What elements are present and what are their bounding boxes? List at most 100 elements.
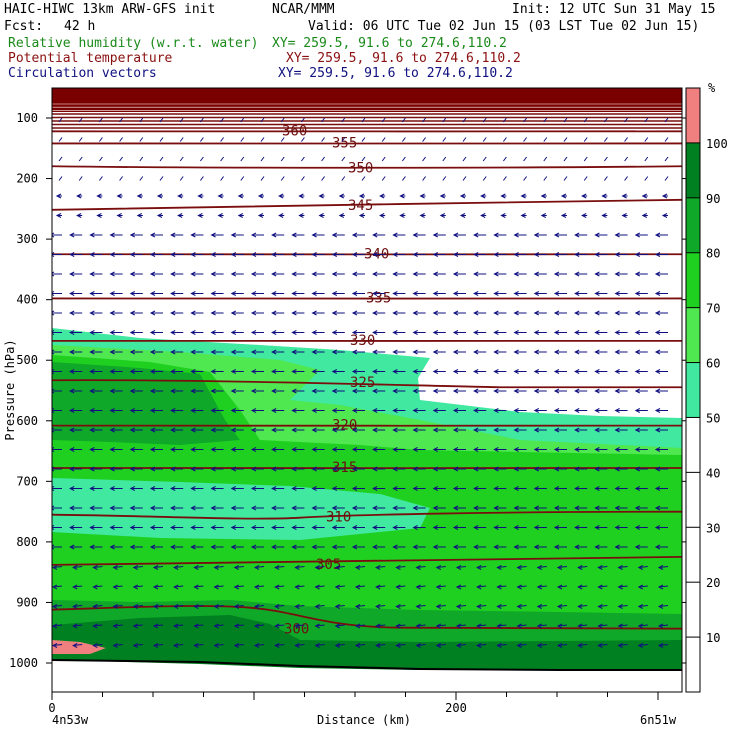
vector-head (274, 643, 280, 648)
vector-head (597, 604, 603, 609)
vector-head (581, 193, 587, 199)
vector-head (170, 369, 176, 374)
circulation-vector (401, 117, 406, 123)
circulation-vector (456, 566, 467, 568)
ground-line (52, 659, 682, 671)
vector-head (513, 291, 519, 296)
circulation-vector (416, 585, 426, 588)
vector-head (311, 427, 317, 433)
circulation-vector (199, 156, 204, 162)
circulation-vector (254, 644, 265, 646)
circulation-vector (557, 644, 568, 646)
vector-head (372, 447, 378, 452)
vector-head (594, 291, 600, 296)
theta-contour-label: 350 (348, 160, 373, 176)
circulation-vector (295, 566, 305, 568)
vector-head (52, 291, 55, 296)
circulation-vector (361, 176, 366, 181)
circulation-vector (477, 624, 487, 627)
circulation-vector (658, 644, 669, 646)
vector-head (173, 643, 179, 648)
vector-head (637, 643, 644, 648)
vector-head (190, 505, 196, 511)
circulation-vector (260, 156, 265, 162)
circulation-vector (537, 624, 547, 627)
vector-head (351, 544, 358, 550)
circulation-vector (234, 605, 244, 607)
vector-head (129, 330, 136, 335)
vector-head (149, 544, 156, 550)
vector-head (149, 388, 156, 394)
vector-head (69, 466, 75, 472)
vector-head (637, 604, 644, 609)
vector-head (556, 565, 563, 570)
vector-head (318, 213, 324, 218)
vector-head (152, 643, 159, 648)
vector-head (311, 291, 317, 296)
vector-head (156, 213, 163, 218)
vector-head (513, 525, 519, 530)
vector-head (372, 466, 378, 472)
vector-head (493, 408, 499, 413)
circulation-vector (254, 605, 265, 607)
vector-head (654, 486, 661, 491)
circulation-vector (199, 176, 204, 181)
vector-head (351, 486, 358, 491)
circulation-vector (73, 585, 83, 588)
vector-head (594, 486, 600, 491)
vector-head (112, 584, 118, 590)
circulation-vector (315, 566, 325, 568)
vector-head (291, 486, 297, 491)
vector-head (250, 330, 257, 335)
vector-head (553, 271, 560, 277)
vector-head (533, 525, 540, 530)
vector-head (129, 291, 136, 296)
vector-head (230, 544, 237, 550)
circulation-vector (275, 624, 285, 627)
vector-head (112, 623, 118, 629)
vector-head (516, 643, 522, 648)
circulation-vector (416, 624, 426, 627)
vector-head (291, 466, 297, 472)
circulation-vector (300, 176, 305, 181)
vector-head (594, 427, 600, 433)
circulation-vector (442, 176, 447, 181)
circulation-vector (214, 644, 224, 646)
circulation-vector (194, 566, 204, 568)
vector-head (278, 193, 284, 199)
circulation-vector (341, 176, 346, 181)
vector-head (553, 486, 560, 491)
vector-head (338, 193, 345, 199)
vector-head (432, 349, 439, 355)
vector-head (473, 330, 479, 335)
theta-contour-label: 300 (284, 622, 309, 638)
vector-head (250, 544, 257, 550)
vector-head (493, 291, 499, 296)
vector-head (233, 604, 240, 609)
vector-head (594, 525, 600, 530)
plot-title: HAIC-HIWC 13km ARW-GFS init (4, 2, 216, 17)
circulation-vector (300, 117, 305, 123)
vector-head (109, 447, 115, 452)
circulation-vector (497, 585, 507, 588)
vector-head (473, 525, 479, 530)
org-label: NCAR/MMM (272, 2, 335, 17)
vector-head (173, 604, 179, 609)
vector-head (621, 213, 627, 218)
circulation-vector (376, 566, 386, 568)
vector-head (89, 505, 95, 511)
vector-head (250, 388, 257, 394)
circulation-vector (658, 566, 669, 568)
vector-head (271, 408, 277, 413)
vector-head (52, 310, 55, 316)
vector-head (230, 310, 237, 316)
vector-head (493, 466, 499, 472)
vector-head (500, 213, 506, 218)
circulation-vector (497, 624, 507, 627)
vector-head (129, 271, 136, 277)
vector-head (69, 310, 75, 316)
vector-head (210, 271, 216, 277)
vector-head (657, 604, 664, 609)
vector-head (334, 623, 341, 629)
vector-head (452, 486, 459, 491)
